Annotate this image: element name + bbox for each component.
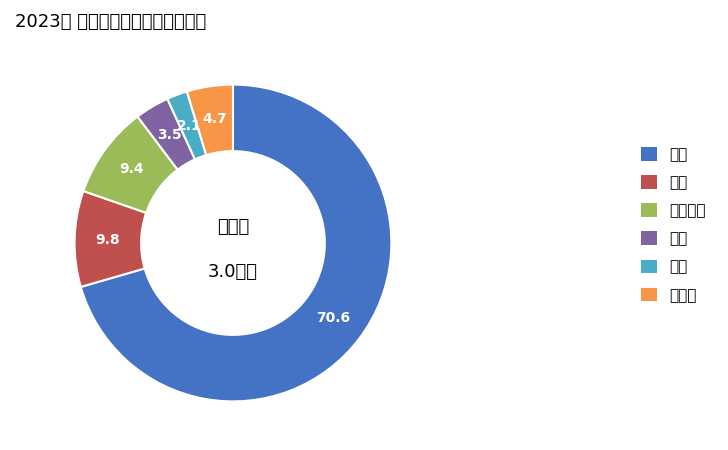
Text: 3.5: 3.5 [157, 128, 181, 143]
Wedge shape [187, 85, 233, 155]
Text: 9.8: 9.8 [95, 233, 120, 247]
Text: 2023年 輸出相手国のシェア（％）: 2023年 輸出相手国のシェア（％） [15, 14, 206, 32]
Wedge shape [83, 117, 178, 213]
Wedge shape [167, 91, 206, 159]
Text: 2.1: 2.1 [176, 119, 201, 133]
Text: 3.0億円: 3.0億円 [208, 262, 258, 280]
Wedge shape [74, 191, 146, 287]
Text: 70.6: 70.6 [316, 311, 350, 325]
Text: 総　額: 総 額 [217, 218, 249, 236]
Wedge shape [81, 85, 392, 401]
Text: 4.7: 4.7 [202, 112, 227, 126]
Wedge shape [138, 99, 195, 170]
Text: 9.4: 9.4 [119, 162, 144, 176]
Legend: 中国, タイ, イタリア, 香港, 韓国, その他: 中国, タイ, イタリア, 香港, 韓国, その他 [634, 140, 713, 310]
